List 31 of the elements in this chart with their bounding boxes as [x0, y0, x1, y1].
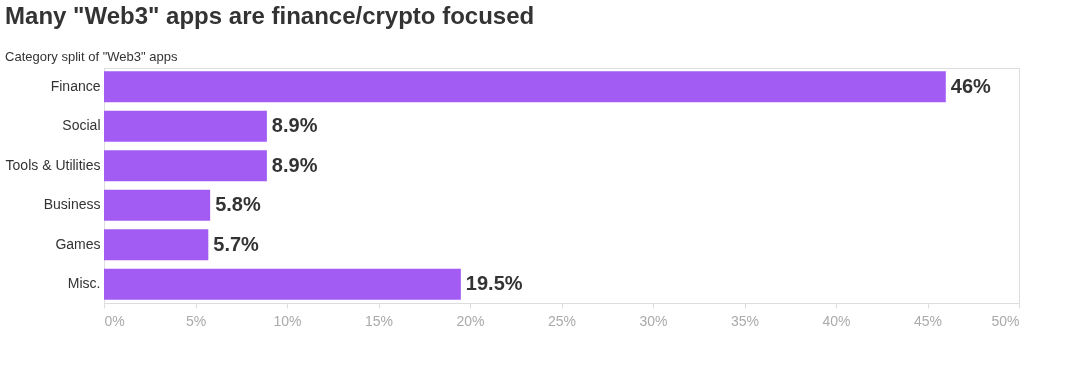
bar	[104, 189, 211, 221]
bar	[104, 71, 946, 103]
data-label: 8.9%	[271, 114, 318, 137]
data-label: 5.8%	[215, 193, 261, 216]
x-tick-label: 35%	[730, 312, 760, 329]
bar	[104, 110, 267, 142]
x-tick-label: 10%	[273, 312, 302, 329]
bar	[104, 268, 461, 300]
x-tick-label: 50%	[991, 312, 1020, 329]
x-tick-label: 15%	[364, 312, 394, 329]
data-label: 8.9%	[271, 153, 318, 176]
chart-subtitle: Category split of "Web3" apps	[5, 49, 178, 64]
x-tick-label: 20%	[456, 312, 485, 329]
y-tick-label: Finance	[50, 77, 101, 94]
x-tick-label: 25%	[547, 312, 577, 329]
bar	[104, 229, 209, 261]
y-tick-label: Misc.	[67, 275, 101, 292]
data-label: 5.7%	[213, 232, 260, 255]
chart-title: Many "Web3" apps are finance/crypto focused	[5, 2, 535, 29]
x-tick-label: 40%	[822, 312, 851, 329]
bar	[104, 150, 267, 182]
data-label: 19.5%	[465, 272, 523, 295]
x-tick-label: 45%	[913, 312, 943, 329]
y-tick-label: Social	[62, 117, 101, 134]
x-tick-label: 0%	[104, 312, 125, 329]
y-tick-label: Tools & Utilities	[5, 156, 101, 173]
x-tick-label: 30%	[639, 312, 668, 329]
data-label: 46%	[950, 74, 992, 97]
y-tick-label: Games	[55, 235, 101, 252]
y-tick-label: Business	[43, 196, 101, 213]
x-tick-label: 5%	[185, 312, 207, 329]
